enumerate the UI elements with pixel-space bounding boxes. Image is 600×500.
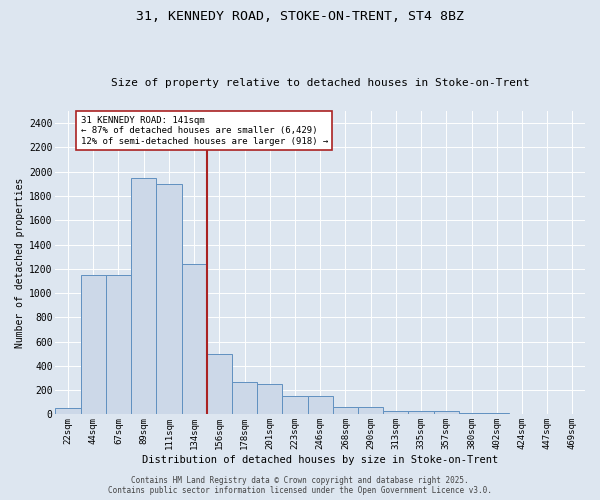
Bar	[131, 178, 157, 414]
Bar	[106, 275, 131, 414]
Bar	[409, 412, 434, 414]
Title: Size of property relative to detached houses in Stoke-on-Trent: Size of property relative to detached ho…	[111, 78, 529, 88]
Bar	[182, 264, 207, 414]
Bar	[207, 354, 232, 414]
Bar	[157, 184, 182, 414]
Bar	[308, 396, 333, 414]
Bar	[232, 382, 257, 414]
X-axis label: Distribution of detached houses by size in Stoke-on-Trent: Distribution of detached houses by size …	[142, 455, 499, 465]
Y-axis label: Number of detached properties: Number of detached properties	[15, 178, 25, 348]
Text: Contains HM Land Registry data © Crown copyright and database right 2025.
Contai: Contains HM Land Registry data © Crown c…	[108, 476, 492, 495]
Bar	[383, 412, 409, 414]
Text: 31, KENNEDY ROAD, STOKE-ON-TRENT, ST4 8BZ: 31, KENNEDY ROAD, STOKE-ON-TRENT, ST4 8B…	[136, 10, 464, 23]
Bar	[80, 275, 106, 414]
Text: 31 KENNEDY ROAD: 141sqm
← 87% of detached houses are smaller (6,429)
12% of semi: 31 KENNEDY ROAD: 141sqm ← 87% of detache…	[80, 116, 328, 146]
Bar	[434, 412, 459, 414]
Bar	[283, 396, 308, 414]
Bar	[358, 406, 383, 414]
Bar	[459, 413, 484, 414]
Bar	[55, 408, 80, 414]
Bar	[257, 384, 283, 414]
Bar	[333, 406, 358, 414]
